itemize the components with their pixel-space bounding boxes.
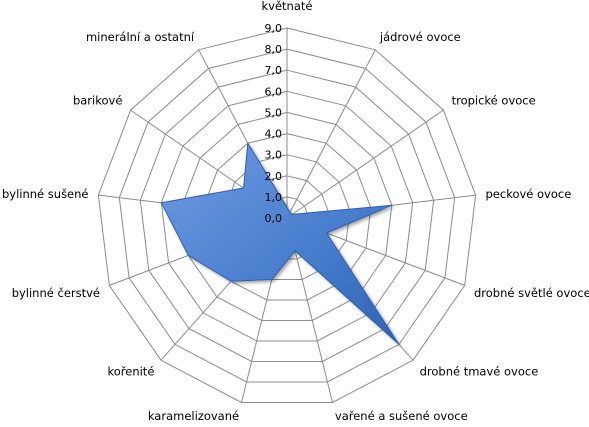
tick-label: 6,0 xyxy=(265,85,283,98)
grid-ring xyxy=(160,90,414,342)
grid-spoke xyxy=(286,49,376,219)
tick-label: 1,0 xyxy=(265,191,283,204)
tick-label: 2,0 xyxy=(265,170,283,183)
tick-label: 7,0 xyxy=(265,64,283,77)
category-label: kořenité xyxy=(107,365,154,379)
category-label: bylinné čerstvé xyxy=(12,286,100,300)
grid-ring xyxy=(202,133,372,301)
category-label: karamelizované xyxy=(148,409,239,422)
tick-label: 0,0 xyxy=(265,212,283,225)
tick-label: 9,0 xyxy=(265,22,283,35)
tick-label: 3,0 xyxy=(265,149,283,162)
category-label: tropické ovoce xyxy=(452,93,536,107)
tick-label: 8,0 xyxy=(265,43,283,56)
grid-ring xyxy=(97,27,477,403)
grid-ring xyxy=(139,69,435,362)
category-label: peckové ovoce xyxy=(486,187,572,201)
category-label: drobné tmavé ovoce xyxy=(420,365,539,379)
tick-label: 5,0 xyxy=(265,106,283,119)
grid-ring xyxy=(118,48,456,383)
tick-label: 4,0 xyxy=(265,128,283,141)
category-label: drobné světlé ovoce xyxy=(474,286,589,300)
category-label: bylinné sušené xyxy=(2,187,89,201)
series-area xyxy=(160,142,400,345)
grid-spoke xyxy=(286,109,444,219)
category-label: vařené a sušené ovoce xyxy=(335,409,468,422)
grid-ring xyxy=(223,154,351,280)
category-label: jádrové ovoce xyxy=(379,30,461,44)
grid-ring xyxy=(181,111,393,321)
category-label: minerální a ostatní xyxy=(86,30,195,44)
radial-axis-ticks: 0,0 1,0 2,0 3,0 4,0 5,0 6,0 7,0 8,0 9,0 xyxy=(265,22,283,225)
series-layer xyxy=(160,142,400,345)
category-label: květnaté xyxy=(262,0,313,13)
category-label: barikové xyxy=(73,93,122,107)
